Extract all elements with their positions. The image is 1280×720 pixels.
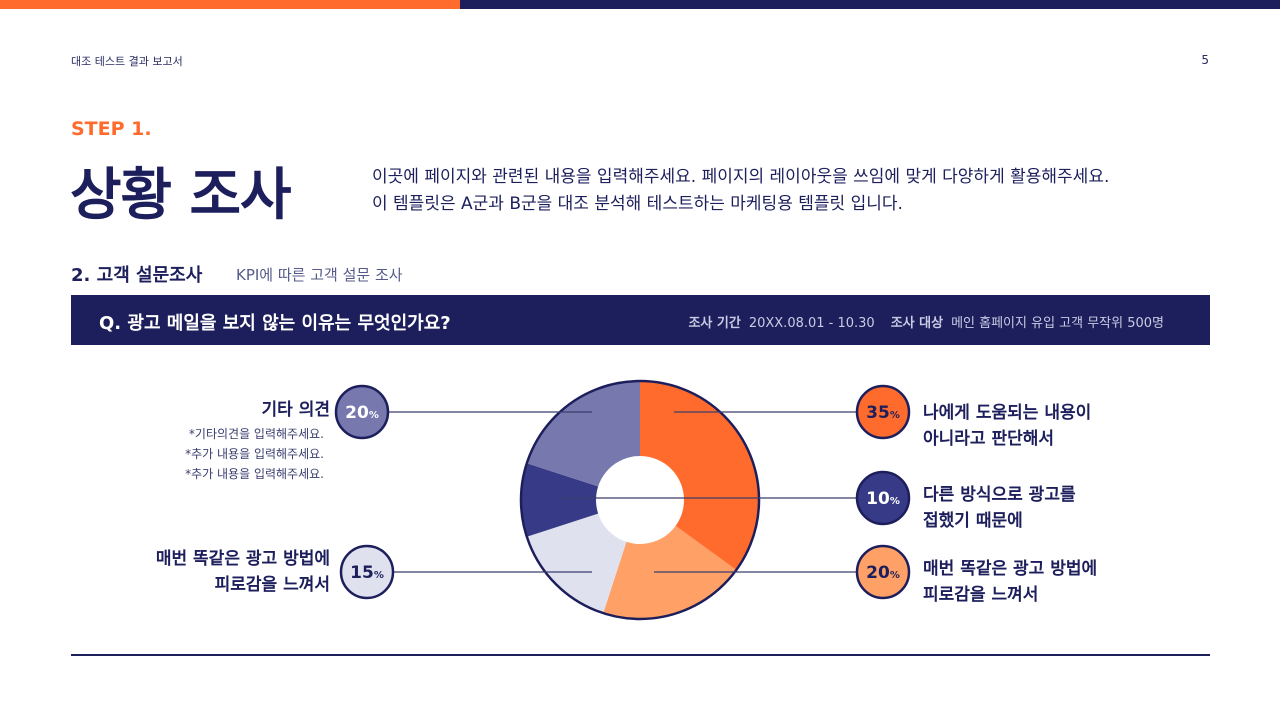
page-description: 이곳에 페이지와 관련된 내용을 입력해주세요. 페이지의 레이아웃을 쓰임에 … <box>372 164 1109 218</box>
page-title: 상황 조사 <box>70 163 292 228</box>
top-accent-bar-navy <box>460 0 1280 9</box>
value-badge-1 <box>855 544 911 600</box>
description-line-2: 이 템플릿은 A군과 B군을 대조 분석해 테스트하는 마케팅용 템플릿 입니다… <box>372 194 903 214</box>
question-text: Q. 광고 메일을 보지 않는 이유는 무엇인가요? <box>99 313 451 334</box>
other-opinion-notes: *기타의견을 입력해주세요. *추가 내용을 입력해주세요. *추가 내용을 입… <box>185 424 324 484</box>
survey-period-label: 조사 기간 <box>688 316 741 331</box>
note-line-2: *추가 내용을 입력해주세요. <box>185 447 324 461</box>
pie-slice-3 <box>521 463 640 537</box>
question-banner: Q. 광고 메일을 보지 않는 이유는 무엇인가요? 조사 기간 20XX.08.… <box>71 295 1210 345</box>
slice-label-3-line-1: 다른 방식으로 광고를 <box>923 485 1076 505</box>
data-label-unit-0: % <box>890 410 900 421</box>
top-accent-bar-orange <box>0 0 460 9</box>
survey-period-value: 20XX.08.01 - 10.30 <box>748 316 875 331</box>
survey-target-value: 메인 홈페이지 유입 고객 무작위 500명 <box>951 316 1164 331</box>
pie-outline <box>519 379 761 621</box>
data-label-unit-1: % <box>890 570 900 581</box>
data-label-unit-3: % <box>890 496 900 507</box>
data-label-unit-4: % <box>369 410 379 421</box>
step-label: STEP 1. <box>71 118 152 140</box>
survey-target-label: 조사 대상 <box>890 316 944 331</box>
data-label-unit-2: % <box>374 570 384 581</box>
page-number: 5 <box>1201 53 1209 67</box>
value-badge-4 <box>334 384 390 440</box>
slice-label-2-line-2: 피로감을 느껴서 <box>214 575 330 595</box>
slice-label-0-line-1: 나에게 도움되는 내용이 <box>923 403 1092 423</box>
pie-slice-0 <box>640 381 760 570</box>
value-badge-2 <box>339 544 395 600</box>
slice-label-2: 매번 똑같은 광고 방법에 피로감을 느껴서 <box>156 546 330 598</box>
section-subtitle: KPI에 따른 고객 설문 조사 <box>236 266 403 284</box>
section-title: 2. 고객 설문조사 <box>71 265 203 286</box>
slice-label-3-line-2: 접했기 때문에 <box>923 511 1023 531</box>
description-line-1: 이곳에 페이지와 관련된 내용을 입력해주세요. 페이지의 레이아웃을 쓰임에 … <box>372 167 1110 187</box>
note-line-3: *추가 내용을 입력해주세요. <box>185 467 324 481</box>
survey-meta: 조사 기간 20XX.08.01 - 10.30 조사 대상 메인 홈페이지 유입 고… <box>688 312 1164 331</box>
value-badge-3 <box>855 470 911 526</box>
slice-label-2-line-1: 매번 똑같은 광고 방법에 <box>155 549 330 569</box>
slice-label-4-line-1: 기타 의견 <box>261 400 330 420</box>
slice-label-4: 기타 의견 <box>262 397 330 423</box>
slice-label-3: 다른 방식으로 광고를 접했기 때문에 <box>923 482 1076 534</box>
bottom-divider <box>71 654 1210 656</box>
note-line-1: *기타의견을 입력해주세요. <box>188 427 324 441</box>
slice-label-1-line-2: 피로감을 느껴서 <box>923 585 1039 605</box>
pie-hole <box>596 456 684 544</box>
slice-label-0-line-2: 아니라고 판단해서 <box>923 429 1055 449</box>
slice-label-1: 매번 똑같은 광고 방법에 피로감을 느껴서 <box>923 556 1097 608</box>
document-title: 대조 테스트 결과 보고서 <box>71 55 183 68</box>
slice-label-0: 나에게 도움되는 내용이 아니라고 판단해서 <box>923 400 1091 452</box>
slice-label-1-line-1: 매번 똑같은 광고 방법에 <box>923 559 1098 579</box>
value-badge-0 <box>855 384 911 440</box>
